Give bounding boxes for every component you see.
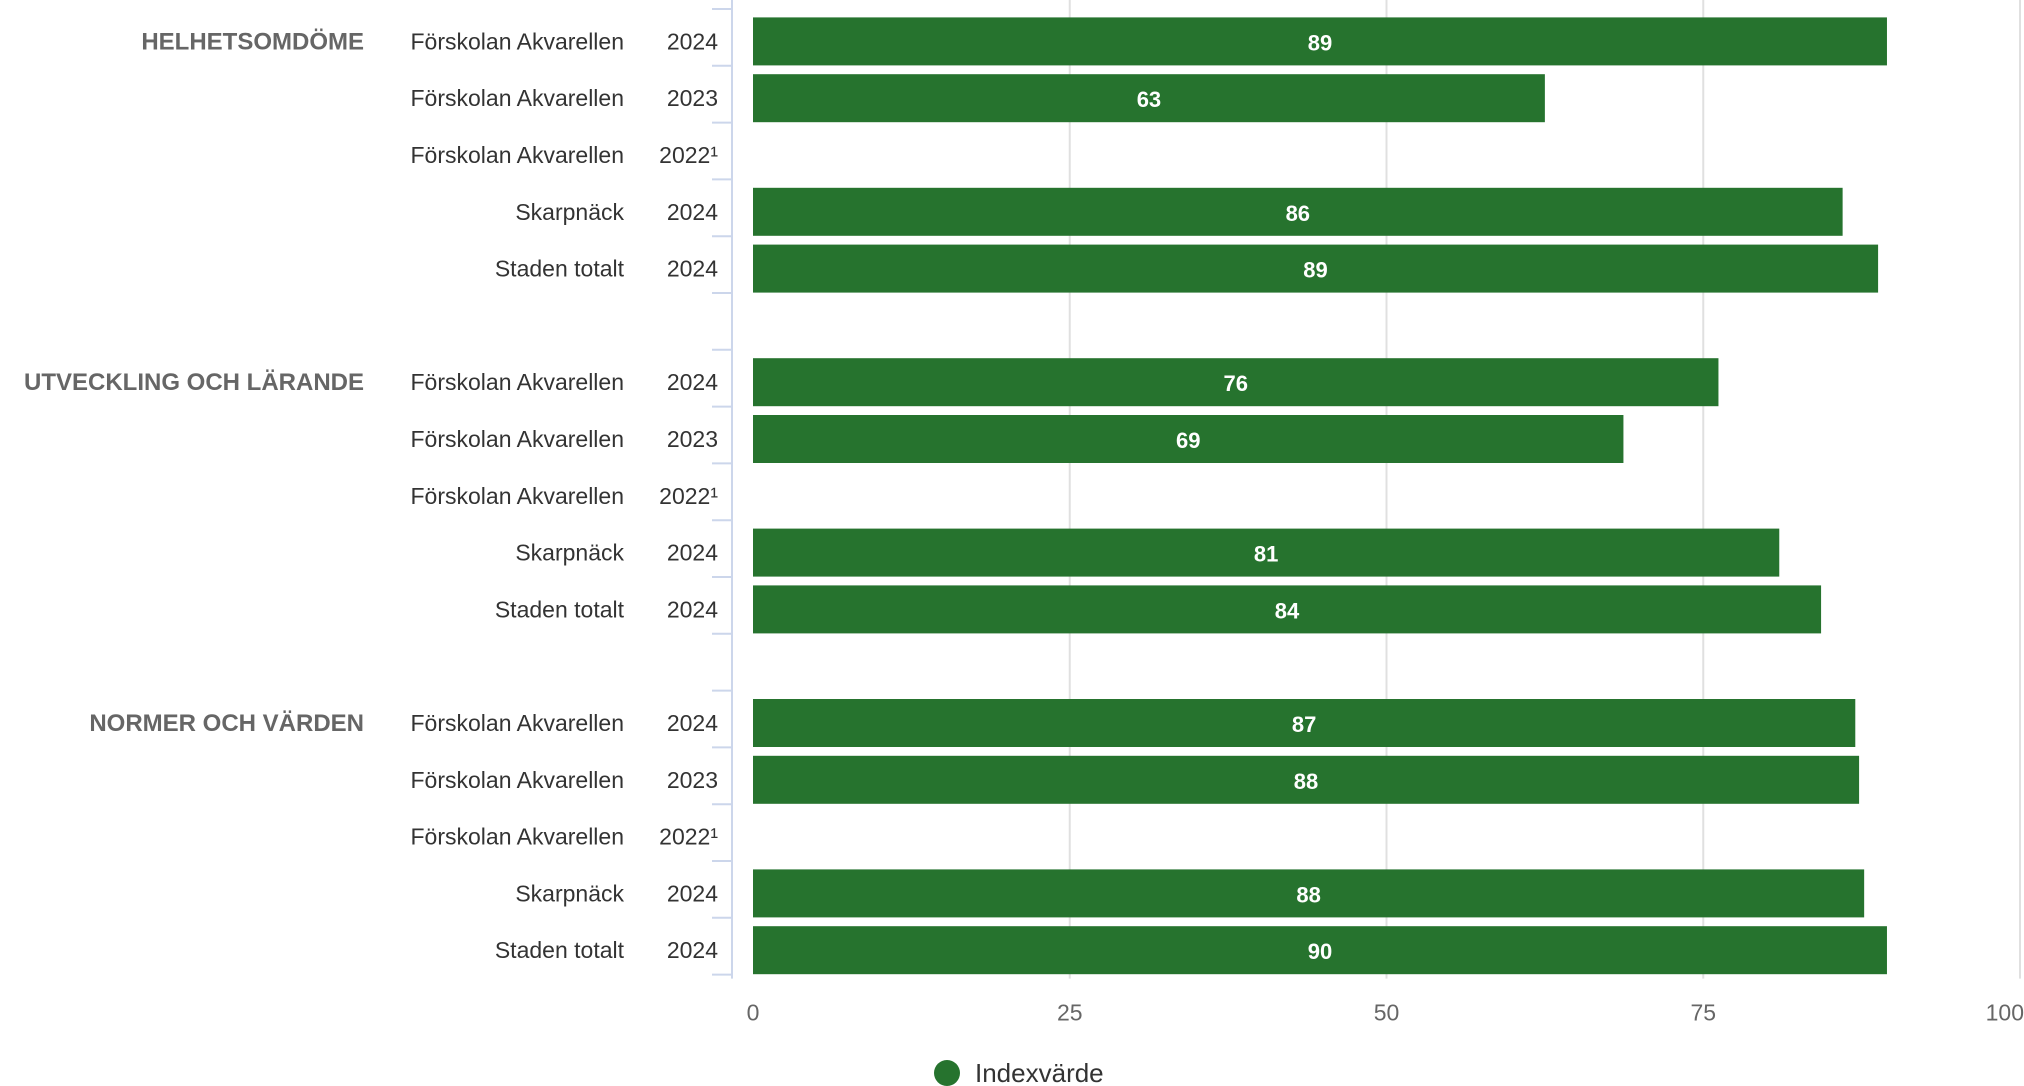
category-label-year: 2022¹ (659, 483, 718, 509)
bar (753, 358, 1719, 407)
bar (753, 528, 1780, 577)
category-label-unit: Skarpnäck (515, 540, 624, 566)
category-label-unit: Förskolan Akvarellen (411, 28, 625, 54)
group-label: HELHETSOMDÖME (141, 28, 364, 55)
category-label-unit: Skarpnäck (515, 880, 624, 906)
bar (753, 415, 1624, 463)
bars: 89 63 86 89 76 69 81 84 87 88 88 90 (753, 17, 1887, 975)
grid-lines (1068, 0, 2021, 979)
bar (753, 755, 1860, 804)
bar-data-label: 63 (1137, 87, 1161, 112)
category-label-unit: Staden totalt (495, 937, 625, 963)
x-tick-label-50: 50 (1374, 1000, 1400, 1026)
category-label-year: 2022¹ (659, 142, 718, 168)
group-label: NORMER OCH VÄRDEN (89, 710, 364, 737)
bar (753, 926, 1887, 975)
bar-data-label: 89 (1308, 30, 1332, 55)
bar-data-label: 88 (1296, 882, 1320, 907)
category-label-unit: Förskolan Akvarellen (411, 824, 625, 850)
x-tick-label-25: 25 (1057, 1000, 1083, 1026)
category-label-unit: Förskolan Akvarellen (411, 483, 625, 509)
legend[interactable]: Indexvärde (934, 1058, 1104, 1086)
bar-data-label: 90 (1308, 939, 1332, 964)
category-label-year: 2022¹ (659, 824, 718, 850)
x-tick-label-100: 100 (1986, 1000, 2024, 1026)
category-label-unit: Staden totalt (495, 596, 625, 622)
category-label-unit: Förskolan Akvarellen (411, 85, 625, 111)
category-label-unit: Förskolan Akvarellen (411, 767, 625, 793)
bar-data-label: 84 (1275, 598, 1300, 623)
category-label-unit: Förskolan Akvarellen (411, 142, 625, 168)
category-label-year: 2024 (667, 710, 718, 736)
category-label-year: 2024 (667, 937, 718, 963)
category-label-year: 2024 (667, 28, 718, 54)
category-labels: HELHETSOMDÖME Förskolan Akvarellen 2024 För… (24, 28, 718, 963)
category-label-unit: Staden totalt (495, 256, 625, 282)
bar-data-label: 81 (1254, 542, 1278, 567)
bar-data-label: 86 (1286, 201, 1310, 226)
legend-item-indexvarde[interactable]: Indexvärde (934, 1058, 1104, 1086)
bar (753, 74, 1545, 123)
category-label-unit: Förskolan Akvarellen (411, 710, 625, 736)
bar (753, 187, 1843, 236)
bar-data-label: 89 (1303, 258, 1327, 283)
category-label-year: 2023 (667, 767, 718, 793)
category-label-year: 2024 (667, 880, 718, 906)
category-label-year: 2024 (667, 199, 718, 225)
bar-data-label: 87 (1292, 712, 1316, 737)
bar (753, 17, 1887, 66)
category-label-year: 2024 (667, 540, 718, 566)
group-label: UTVECKLING OCH LÄRANDE (24, 369, 364, 396)
category-label-year: 2023 (667, 426, 718, 452)
bar (753, 585, 1822, 634)
category-axis (712, 0, 733, 979)
category-label-unit: Förskolan Akvarellen (411, 369, 625, 395)
category-label-year: 2024 (667, 369, 718, 395)
category-label-unit: Förskolan Akvarellen (411, 426, 625, 452)
x-tick-label-75: 75 (1690, 1000, 1716, 1026)
bar (753, 869, 1865, 918)
x-tick-label-0: 0 (747, 1000, 760, 1026)
category-label-unit: Skarpnäck (515, 199, 624, 225)
bar-data-label: 88 (1294, 769, 1318, 794)
category-label-year: 2024 (667, 596, 718, 622)
bar (753, 699, 1856, 747)
bar (753, 244, 1879, 293)
bar-data-label: 76 (1223, 371, 1247, 396)
bar-data-label: 69 (1176, 428, 1200, 453)
category-label-year: 2024 (667, 256, 718, 282)
legend-marker-icon (934, 1060, 960, 1086)
x-axis-ticks: 0 25 50 75 100 (747, 1000, 2024, 1026)
legend-label: Indexvärde (975, 1058, 1104, 1086)
category-label-year: 2023 (667, 85, 718, 111)
